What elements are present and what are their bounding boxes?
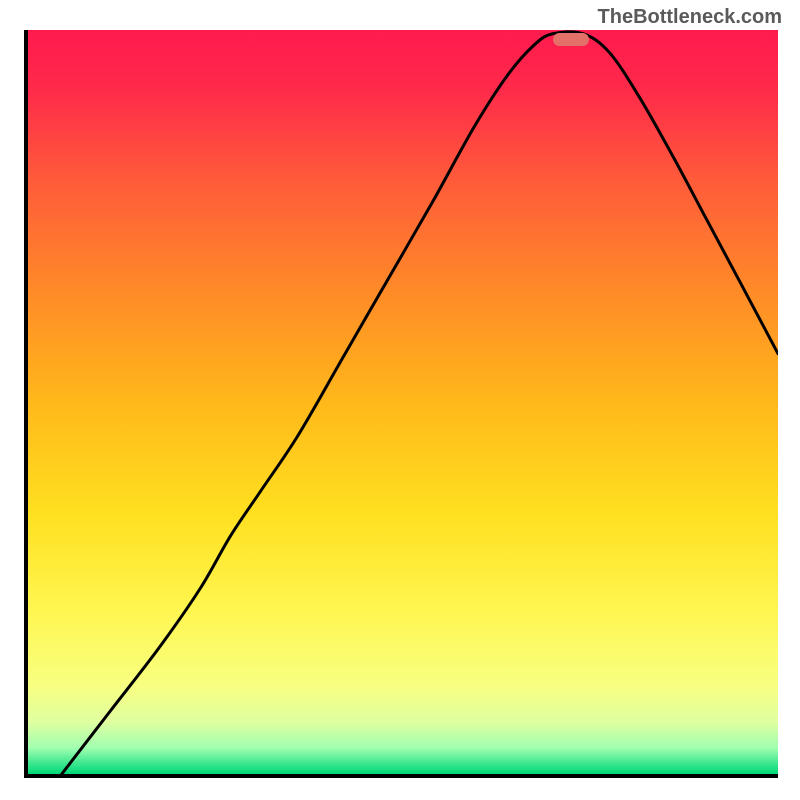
optimal-marker bbox=[553, 33, 589, 46]
bottleneck-chart bbox=[24, 30, 778, 778]
watermark-text: TheBottleneck.com bbox=[598, 6, 782, 29]
bottleneck-curve bbox=[28, 30, 778, 774]
